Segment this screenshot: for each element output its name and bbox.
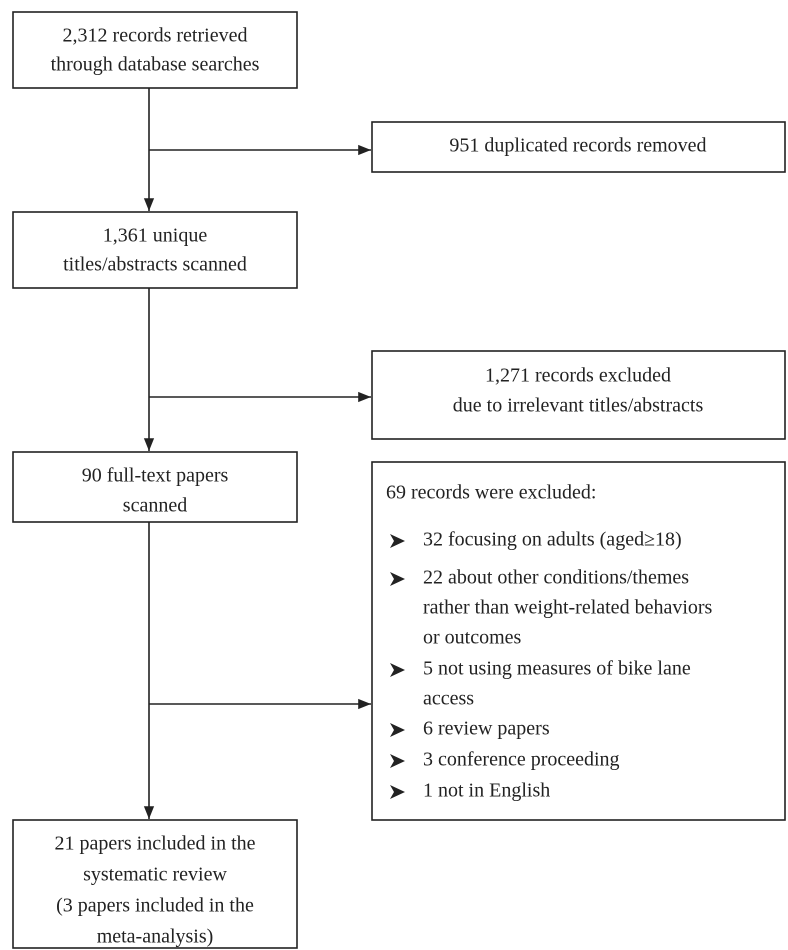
exclusion-item: or outcomes xyxy=(423,627,522,649)
bullet-arrow xyxy=(390,663,405,677)
exclusion-item: 3 conference proceeding xyxy=(423,749,620,771)
box xyxy=(371,121,786,173)
bullet-arrow xyxy=(390,754,405,768)
bullet-arrow xyxy=(390,723,405,737)
exclusion-item: 1 not in English xyxy=(423,780,550,802)
exclusion-item: 5 not using measures of bike lane xyxy=(423,658,691,680)
exclusion-item: rather than weight-related behaviors xyxy=(423,597,713,619)
node-text: 1,361 unique xyxy=(103,225,208,247)
node-text: scanned xyxy=(123,495,187,517)
node-text: 90 full-text papers xyxy=(82,465,229,487)
node-text: meta-analysis) xyxy=(97,926,214,948)
node-text: 951 duplicated records removed xyxy=(449,135,706,157)
bullet-arrow xyxy=(390,785,405,799)
node-text: titles/abstracts scanned xyxy=(63,254,247,276)
box xyxy=(371,350,786,440)
box xyxy=(12,211,298,289)
box xyxy=(12,819,298,949)
exclusion-item: 32 focusing on adults (aged≥18) xyxy=(423,529,682,551)
node-text: 21 papers included in the xyxy=(54,833,255,855)
box xyxy=(12,11,298,89)
bullet-arrow xyxy=(390,572,405,586)
node-text: (3 papers included in the xyxy=(56,895,254,917)
bullet-arrow xyxy=(390,534,405,548)
exclusion-item: 6 review papers xyxy=(423,718,550,740)
exclusion-item: access xyxy=(423,688,474,710)
exclusion-item: 22 about other conditions/themes xyxy=(423,567,689,589)
exclusion-heading: 69 records were excluded: xyxy=(386,482,596,504)
node-text: 1,271 records excluded xyxy=(485,365,671,387)
node-text: through database searches xyxy=(51,54,260,76)
node-text: due to irrelevant titles/abstracts xyxy=(453,395,704,417)
box xyxy=(371,461,786,821)
node-text: 2,312 records retrieved xyxy=(63,25,248,47)
node-text: systematic review xyxy=(83,864,227,886)
box xyxy=(12,451,298,523)
